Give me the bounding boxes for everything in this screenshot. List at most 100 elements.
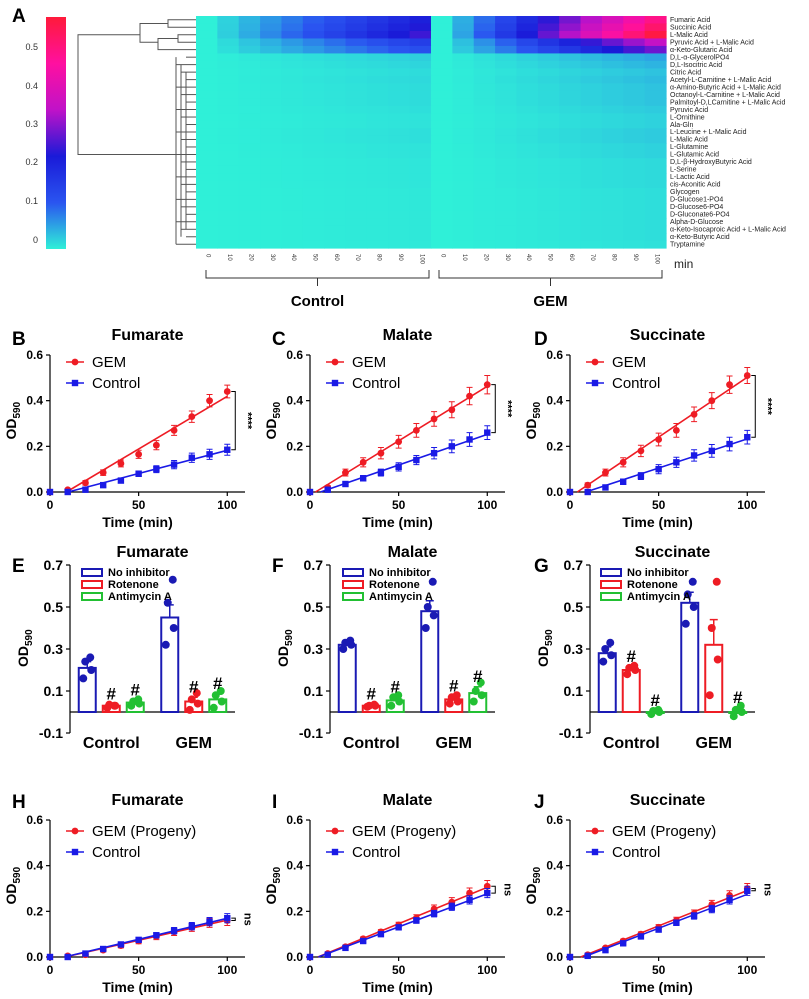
data-point xyxy=(448,903,456,910)
data-point xyxy=(466,889,473,897)
data-point xyxy=(161,640,170,649)
y-tick-label: -0.1 xyxy=(39,725,63,741)
y-tick-label: 0.2 xyxy=(546,904,563,918)
bar-group: # xyxy=(361,685,381,714)
heatmap-cell xyxy=(217,210,240,219)
data-point xyxy=(339,645,348,653)
data-point xyxy=(599,657,608,666)
data-point xyxy=(135,936,142,944)
heatmap-cell xyxy=(281,165,304,174)
data-point xyxy=(726,440,733,448)
heatmap-cell xyxy=(623,45,646,55)
heatmap-cell xyxy=(324,143,347,152)
heatmap-cell xyxy=(281,105,304,114)
heatmap-cell xyxy=(281,195,304,204)
heatmap-cell xyxy=(623,83,646,92)
heatmap-cell xyxy=(473,225,496,234)
data-point xyxy=(690,410,698,418)
heatmap-cell xyxy=(644,150,667,159)
heatmap-cell xyxy=(260,83,283,92)
heatmap-row-label: L-Lactic Acid xyxy=(670,174,710,181)
y-axis-label: OD590 xyxy=(275,629,295,667)
heatmap-cell xyxy=(580,128,603,137)
heatmap-cell xyxy=(345,68,368,77)
heatmap-cell xyxy=(601,60,624,69)
heatmap-cell xyxy=(281,23,304,32)
bar xyxy=(160,616,180,713)
heatmap-cell xyxy=(238,120,261,129)
heatmap-cell xyxy=(388,120,411,129)
heatmap-cell xyxy=(324,165,347,174)
series-control xyxy=(566,429,751,496)
y-tick-label: 0.2 xyxy=(286,904,303,918)
data-point xyxy=(681,619,690,628)
chart-title: Succinate xyxy=(630,327,706,344)
series-control xyxy=(306,888,491,961)
heatmap-cell xyxy=(623,188,646,197)
heatmap-cell xyxy=(644,90,667,99)
heatmap-cell xyxy=(473,60,496,69)
heatmap-cell xyxy=(644,30,667,40)
x-tick-label: 50 xyxy=(132,498,146,512)
y-axis-label-sub: 590 xyxy=(272,401,283,418)
data-point xyxy=(591,379,599,387)
heatmap-cell xyxy=(431,203,453,212)
heatmap-cell xyxy=(623,233,646,242)
heatmap-cell xyxy=(559,188,582,197)
colorbar-tick-label: 0 xyxy=(33,235,38,245)
heatmap-cell xyxy=(324,233,347,242)
heatmap-col-label: 30 xyxy=(504,254,510,261)
heatmap-cell xyxy=(238,30,261,40)
heatmap-cell xyxy=(452,210,475,219)
heatmap-cell xyxy=(260,218,283,227)
heatmap-cell xyxy=(366,225,389,234)
heatmap-cell xyxy=(516,150,539,159)
heatmap-cell xyxy=(196,75,218,84)
heatmap-cell xyxy=(580,158,603,167)
legend-label: GEM xyxy=(612,354,646,371)
heatmap-cell xyxy=(452,83,475,92)
data-point xyxy=(430,910,438,917)
data-point xyxy=(135,470,142,477)
data-point xyxy=(683,590,692,599)
heatmap-col-label: 60 xyxy=(568,254,574,261)
heatmap-cell xyxy=(516,45,539,55)
heatmap-cell xyxy=(409,45,432,55)
heatmap-cell xyxy=(644,225,667,234)
data-point xyxy=(206,397,213,405)
y-axis-label-sub: 590 xyxy=(272,866,283,883)
y-axis-label: OD590 xyxy=(523,866,543,904)
heatmap-cell xyxy=(495,210,518,219)
heatmap-cell xyxy=(452,240,475,249)
y-tick-label: 0.0 xyxy=(286,485,303,499)
bar-group xyxy=(597,638,617,714)
heatmap-cell xyxy=(302,83,325,92)
heatmap-cell xyxy=(452,45,475,55)
data-point xyxy=(192,689,201,698)
data-point xyxy=(712,577,721,586)
heatmap-cell xyxy=(644,16,667,25)
heatmap-cell xyxy=(281,83,304,92)
heatmap-cell xyxy=(281,150,304,159)
heatmap-cell xyxy=(431,38,453,47)
heatmap-cell xyxy=(196,128,218,137)
heatmap-cell xyxy=(388,233,411,242)
legend-label: GEM xyxy=(92,354,126,371)
heatmap-cell xyxy=(324,113,347,122)
data-point xyxy=(342,944,349,952)
axis-lines xyxy=(309,820,505,958)
chart-title: Malate xyxy=(383,327,433,344)
chart-title: Malate xyxy=(388,544,438,561)
heatmap-cell xyxy=(388,143,411,152)
heatmap-cell xyxy=(559,195,582,204)
heatmap-cell xyxy=(431,53,453,62)
heatmap-cell xyxy=(580,98,603,107)
significance-mark: # xyxy=(189,677,199,696)
data-point xyxy=(452,691,461,700)
heatmap-cell xyxy=(409,225,432,234)
heatmap-cell xyxy=(495,203,518,212)
heatmap-cell xyxy=(345,98,368,107)
heatmap-cell xyxy=(644,135,667,144)
legend-label: Control xyxy=(612,375,660,392)
heatmap-cell xyxy=(495,135,518,144)
